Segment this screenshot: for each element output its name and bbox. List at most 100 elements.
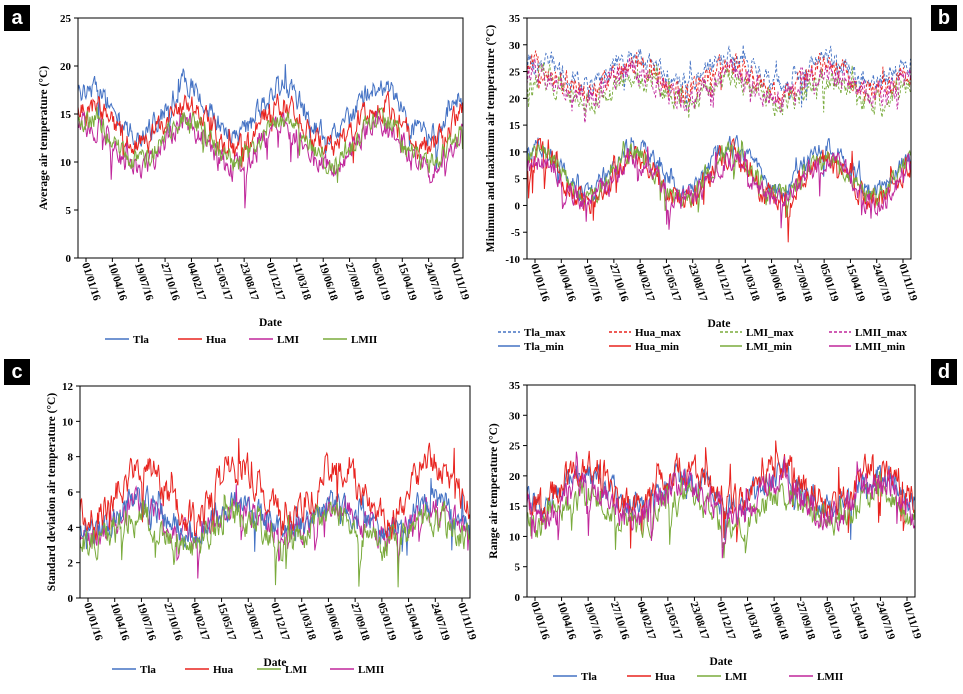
x-tick-label: 19/07/16 xyxy=(581,600,605,641)
series-line-lmii xyxy=(527,451,915,559)
x-tick-label: 11/03/18 xyxy=(741,600,764,641)
x-tick-label: 27/09/18 xyxy=(791,262,815,303)
x-tick-label: 05/01/19 xyxy=(369,261,393,302)
x-tick-label: 27/09/18 xyxy=(348,601,372,642)
legend-label: Hua xyxy=(213,664,234,676)
x-tick-label: 27/10/16 xyxy=(158,261,182,302)
series-line-lmii-min xyxy=(527,146,911,230)
legend-label: LMII_min xyxy=(855,341,905,353)
x-tick-label: 01/12/17 xyxy=(264,261,288,302)
x-tick-label: 10/04/16 xyxy=(554,262,578,303)
y-tick-label: 25 xyxy=(60,13,72,25)
y-tick-label: 15 xyxy=(60,109,72,121)
y-axis-label: Average air temperature (°C) xyxy=(38,66,50,210)
y-tick-label: 20 xyxy=(509,93,521,105)
legend-label: LMII xyxy=(351,334,377,346)
x-tick-label: 27/09/18 xyxy=(343,261,367,302)
x-tick-label: 01/11/19 xyxy=(455,601,478,642)
y-axis-label: Standard deviation air temperature (°C) xyxy=(46,393,58,592)
y-tick-label: 10 xyxy=(62,416,74,428)
legend-label: Tla xyxy=(140,664,156,676)
chart-panel-c: 0 2 4 6 8 10 12 01/01/16 10/04/16 19/07/16 27/10/1… xyxy=(46,381,479,676)
legend-label: Tla_min xyxy=(524,341,564,353)
y-tick-label: 15 xyxy=(509,501,521,513)
x-tick-label: 11/03/18 xyxy=(295,601,318,642)
legend-label: LMI_max xyxy=(746,327,794,339)
y-tick-label: 25 xyxy=(509,67,521,79)
legend-label: Tla_max xyxy=(524,327,566,339)
y-tick-label: 4 xyxy=(68,522,74,534)
x-tick-label: 01/11/19 xyxy=(448,261,471,302)
panel-label-d: d xyxy=(931,359,957,385)
x-tick-label: 15/05/17 xyxy=(661,600,685,641)
x-tick-label: 24/07/19 xyxy=(422,261,446,302)
y-tick-label: 6 xyxy=(68,487,74,499)
legend-label: Hua_max xyxy=(635,327,681,339)
legend-label: LMI xyxy=(285,664,307,676)
legend-label: Tla xyxy=(581,671,597,683)
legend: Tla Hua LMI LMII xyxy=(112,664,384,676)
series-line-hua xyxy=(80,438,470,541)
y-tick-label: 10 xyxy=(60,157,72,169)
y-tick-label: 0 xyxy=(515,592,521,604)
x-tick-label: 01/01/16 xyxy=(79,261,103,302)
y-tick-label: 30 xyxy=(509,410,521,422)
x-tick-label: 19/06/18 xyxy=(767,600,791,641)
x-axis-label: Date xyxy=(264,657,287,669)
x-tick-label: 01/01/16 xyxy=(81,601,105,642)
y-tick-label: 35 xyxy=(509,380,521,392)
x-tick-label: 19/07/16 xyxy=(135,601,159,642)
chart-panel-a: 0 5 10 15 20 25 01/01/16 10/04/16 19/07/16 27/10/… xyxy=(38,13,472,346)
x-tick-label: 15/05/17 xyxy=(660,262,684,303)
x-tick-label: 15/04/19 xyxy=(395,261,419,302)
x-tick-label: 10/04/16 xyxy=(106,261,130,302)
series-line-lmi xyxy=(78,110,463,209)
series-line-lmii xyxy=(78,106,463,183)
x-tick-label: 15/05/17 xyxy=(215,601,239,642)
series-line-tla xyxy=(78,64,463,170)
x-tick-label: 27/10/16 xyxy=(161,601,185,642)
series-line-tla-max xyxy=(527,44,911,110)
y-axis-label: Range air temperature (°C) xyxy=(488,423,500,559)
y-axis-label: Minimum and maximum air temperature (°C) xyxy=(485,25,497,253)
legend-label: Tla xyxy=(133,334,149,346)
x-tick-label: 27/10/16 xyxy=(608,600,632,641)
x-tick-label: 23/08/17 xyxy=(237,261,261,302)
x-tick-label: 01/12/17 xyxy=(268,601,292,642)
x-tick-label: 01/01/16 xyxy=(528,600,552,641)
y-tick-label: 12 xyxy=(62,381,74,393)
x-tick-label: 04/02/17 xyxy=(185,261,209,302)
y-tick-label: 30 xyxy=(509,40,521,52)
series-line-lmii-max xyxy=(527,57,911,123)
x-tick-label: 11/03/18 xyxy=(738,262,761,303)
chart-panel-b: -10 -5 0 5 10 15 20 25 30 35 01/01/16 10/04/16 19/07… xyxy=(485,13,920,353)
x-tick-label: 15/05/17 xyxy=(211,261,235,302)
y-tick-label: 25 xyxy=(509,441,521,453)
legend: Tla Hua LMI LMII xyxy=(553,671,843,683)
x-tick-label: 27/09/18 xyxy=(794,600,818,641)
legend: Tla Hua LMI LMII xyxy=(105,334,377,346)
legend-label: LMII xyxy=(817,671,843,683)
y-tick-label: 5 xyxy=(515,174,521,186)
x-tick-label: 24/07/19 xyxy=(428,601,452,642)
x-tick-label: 04/02/17 xyxy=(633,262,657,303)
y-tick-label: 10 xyxy=(509,147,521,159)
plot-frame xyxy=(526,17,912,260)
y-tick-label: 5 xyxy=(515,562,521,574)
x-tick-label: 19/07/16 xyxy=(132,261,156,302)
x-tick-label: 19/06/18 xyxy=(316,261,340,302)
x-tick-label: 01/01/16 xyxy=(528,262,552,303)
x-tick-label: 01/11/19 xyxy=(896,262,919,303)
x-tick-label: 04/02/17 xyxy=(634,600,658,641)
x-tick-label: 01/12/17 xyxy=(712,262,736,303)
y-tick-label: -5 xyxy=(511,227,521,239)
legend-label: LMI_min xyxy=(746,341,792,353)
legend-label: Hua xyxy=(655,671,676,683)
x-tick-label: 15/04/19 xyxy=(847,600,871,641)
x-tick-label: 23/08/17 xyxy=(688,600,712,641)
plot-frame xyxy=(77,17,464,259)
x-tick-label: 27/10/16 xyxy=(607,262,631,303)
panel-label-b: b xyxy=(931,5,957,31)
